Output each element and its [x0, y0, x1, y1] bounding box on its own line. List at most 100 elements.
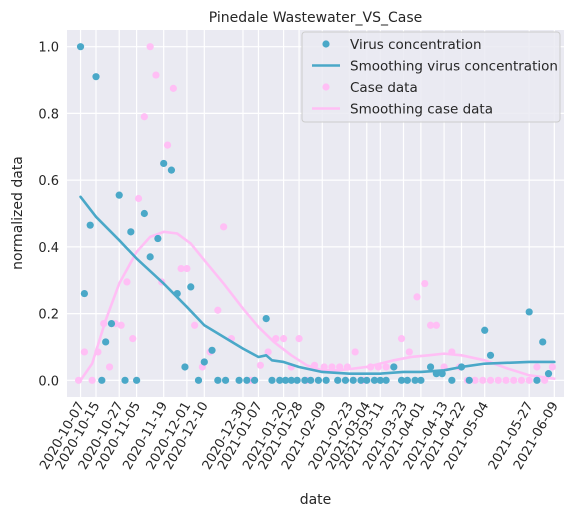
data-point [194, 376, 203, 384]
data-point [80, 289, 88, 298]
legend-marker-swatch [322, 40, 330, 48]
data-point [351, 348, 359, 356]
data-point [169, 84, 177, 92]
grid [67, 30, 564, 397]
data-point [457, 363, 466, 371]
data-point [382, 376, 390, 384]
data-point [471, 376, 479, 384]
data-point [479, 376, 487, 384]
data-point [397, 335, 406, 343]
data-point [539, 338, 547, 346]
data-point [276, 376, 284, 384]
data-point [160, 159, 168, 168]
data-point [486, 351, 495, 359]
data-point [102, 338, 110, 346]
series-layer [75, 43, 557, 384]
data-point [510, 376, 518, 384]
data-point [129, 335, 137, 343]
data-point [75, 376, 83, 384]
data-point [173, 289, 181, 298]
y-tick-label: 0.8 [38, 107, 59, 122]
data-point [403, 376, 411, 384]
legend-box [301, 31, 561, 123]
data-point [301, 376, 309, 384]
x-axis-label: date [300, 492, 332, 508]
data-point [370, 376, 379, 384]
data-point [336, 363, 344, 371]
data-point [374, 363, 382, 371]
data-point [208, 346, 216, 354]
data-point [341, 376, 350, 384]
data-point [92, 73, 100, 81]
data-point [279, 335, 288, 343]
data-point [94, 348, 102, 356]
data-point [146, 43, 154, 51]
data-point [140, 113, 148, 121]
data-point [152, 71, 160, 79]
data-point [307, 376, 315, 384]
data-point [548, 363, 557, 371]
data-point [486, 376, 495, 384]
y-tick-label: 1.0 [38, 41, 59, 56]
data-point [382, 363, 390, 371]
data-point [123, 278, 131, 286]
data-point [310, 361, 319, 369]
data-point [272, 335, 280, 343]
data-point [357, 376, 365, 384]
data-point [405, 348, 413, 356]
data-point [235, 376, 243, 384]
data-point [293, 376, 301, 384]
data-point [256, 361, 264, 369]
data-point [105, 363, 114, 371]
chart-title: Pinedale Wastewater_VS_Case [209, 10, 422, 26]
data-point [181, 363, 189, 371]
data-point [281, 376, 290, 384]
data-point [432, 370, 440, 378]
series-line [79, 195, 556, 375]
data-point [320, 363, 328, 371]
legend-label: Case data [350, 80, 418, 96]
data-point [80, 348, 88, 356]
data-point [133, 376, 141, 384]
y-tick-label: 0.0 [38, 374, 59, 389]
data-point [432, 321, 440, 329]
data-point [76, 43, 85, 51]
data-point [328, 363, 336, 371]
data-point [134, 194, 143, 203]
data-point [250, 376, 259, 384]
data-point [426, 321, 435, 329]
legend: Virus concentration Smoothing virus conce… [301, 31, 561, 123]
data-point [295, 335, 303, 343]
data-point [163, 141, 172, 149]
data-point [264, 348, 272, 356]
data-point [117, 321, 125, 329]
data-point [525, 376, 533, 384]
data-point [322, 376, 330, 384]
data-point [544, 370, 553, 378]
data-point [421, 279, 429, 288]
legend-marker-swatch [322, 83, 330, 91]
data-point [221, 376, 230, 384]
data-point [343, 363, 352, 371]
data-point [200, 358, 208, 366]
data-point [154, 234, 162, 243]
series-line [79, 230, 556, 382]
data-point [287, 376, 295, 384]
data-point [411, 376, 419, 384]
data-point [127, 228, 135, 236]
data-point [390, 363, 398, 371]
data-point [88, 376, 96, 384]
data-point [448, 376, 456, 384]
data-point [438, 370, 446, 378]
data-point [541, 376, 549, 384]
data-point [502, 376, 510, 384]
data-point [417, 376, 425, 384]
legend-label: Smoothing virus concentration [350, 59, 558, 75]
data-point [86, 221, 94, 229]
legend-label: Smoothing case data [350, 102, 493, 118]
data-point [262, 315, 270, 323]
data-point [115, 191, 123, 199]
data-point [214, 376, 222, 384]
